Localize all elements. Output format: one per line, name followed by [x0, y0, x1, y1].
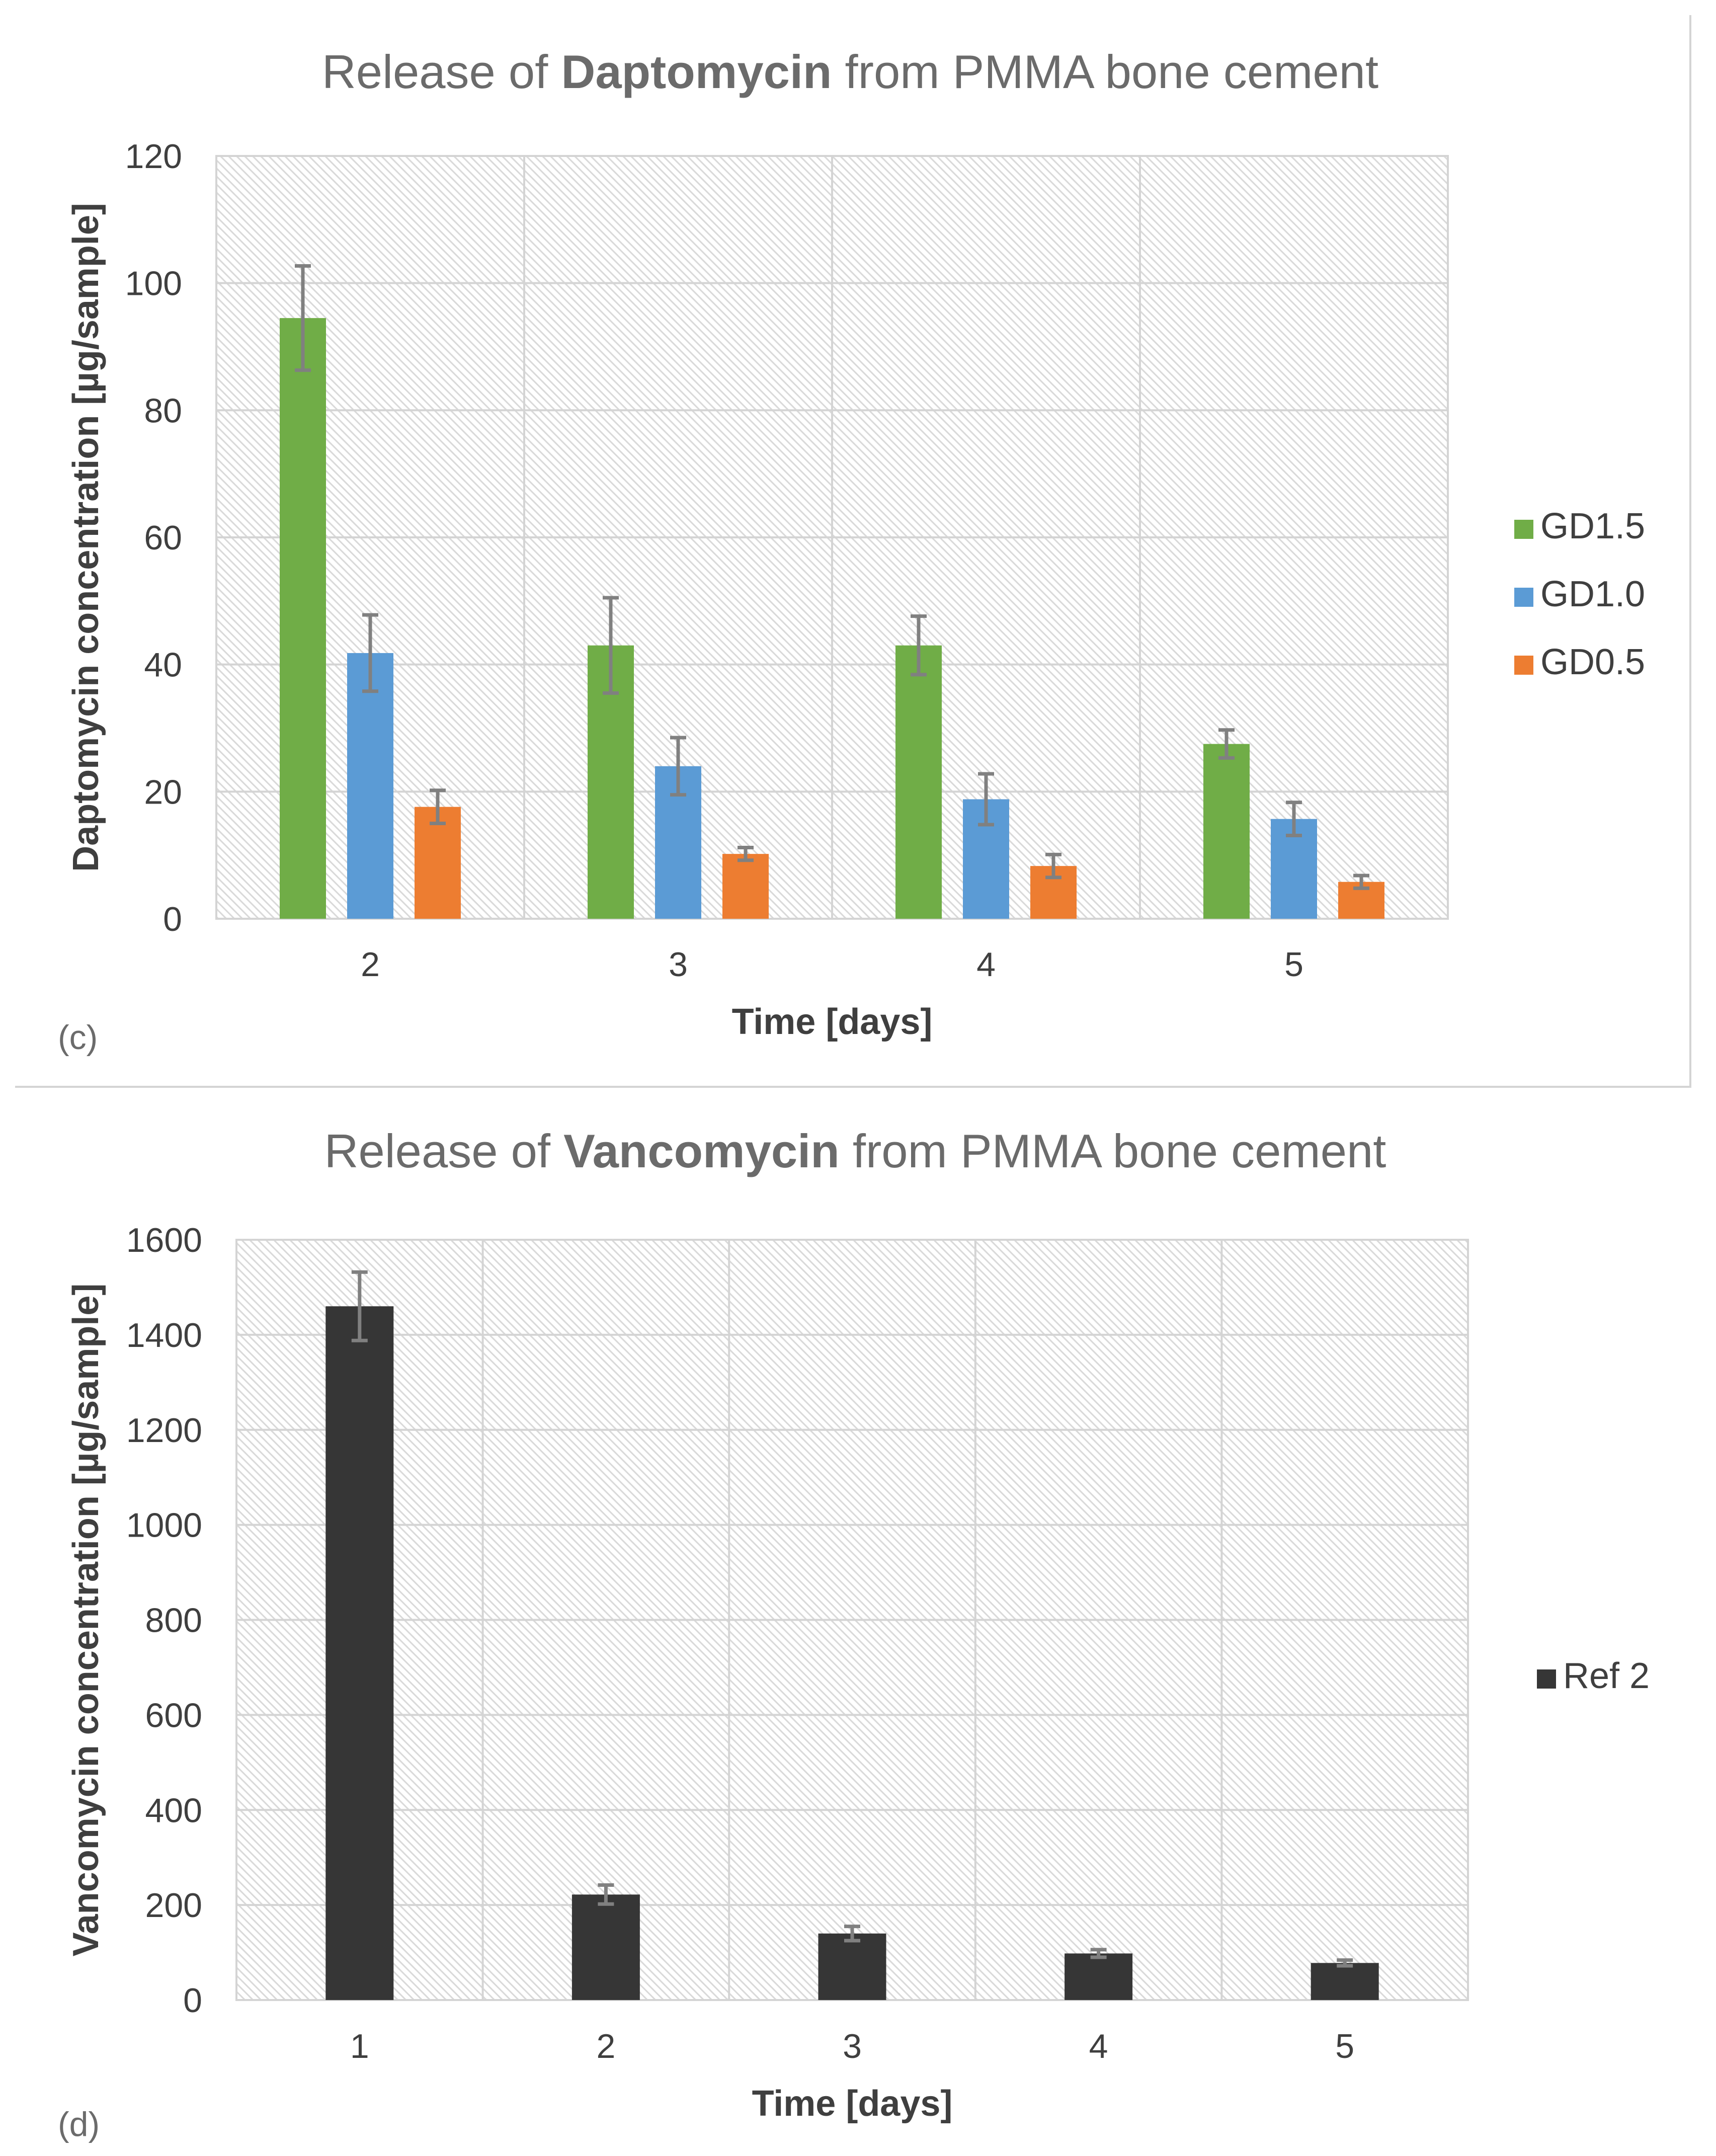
vancomycin-chart: Release of Vancomycin from PMMA bone cem…: [58, 1125, 1650, 2143]
y-axis-label: Vancomycin concentration [µg/sample]: [66, 1284, 106, 1957]
y-tick-label: 80: [144, 391, 182, 430]
chart-title-suffix: from PMMA bone cement: [840, 1125, 1386, 1177]
legend-swatch: [1514, 520, 1533, 539]
bar-ref-2-2: [571, 1894, 640, 2000]
y-tick-label: 120: [125, 137, 182, 176]
legend-label: GD1.0: [1540, 574, 1645, 614]
y-tick-label: 200: [145, 1886, 202, 1925]
bar-gd1-5-2: [280, 318, 326, 919]
bar-gd1-5-4: [895, 645, 942, 919]
y-tick-label: 600: [145, 1696, 202, 1734]
x-tick-label: 3: [669, 945, 688, 984]
x-tick-label: 5: [1284, 945, 1303, 984]
bar-ref-2-4: [1065, 1953, 1133, 2000]
x-axis-label: Time [days]: [752, 2084, 953, 2124]
panel-label: (d): [58, 2105, 100, 2143]
x-tick-label: 1: [350, 2027, 369, 2065]
x-tick-label: 2: [596, 2027, 615, 2065]
y-tick-label: 800: [145, 1602, 202, 1640]
y-tick-label: 1600: [126, 1221, 202, 1259]
y-tick-label: 40: [144, 646, 182, 684]
y-tick-label: 0: [163, 900, 182, 938]
legend-label: GD1.5: [1540, 506, 1645, 546]
chart-title-prefix: Release of: [322, 45, 561, 98]
x-tick-label: 3: [843, 2027, 862, 2065]
bar-gd0-5-3: [722, 854, 769, 919]
y-axis-label: Daptomycin concentration [µg/sample]: [66, 203, 106, 872]
y-tick-label: 1400: [126, 1316, 202, 1354]
bar-gd0-5-2: [415, 807, 461, 919]
y-tick-label: 1000: [126, 1506, 202, 1545]
y-tick-label: 100: [125, 265, 182, 303]
bar-gd1-5-5: [1203, 744, 1250, 919]
x-tick-label: 4: [1089, 2027, 1108, 2065]
panel-c-border: [15, 15, 1691, 1088]
x-tick-label: 4: [976, 945, 996, 984]
bar-gd1-0-2: [347, 653, 393, 919]
chart-title-prefix: Release of: [324, 1125, 564, 1177]
chart-title: Release of Daptomycin from PMMA bone cem…: [322, 45, 1378, 98]
bar-ref-2-3: [818, 1933, 886, 2000]
legend-label: Ref 2: [1563, 1656, 1650, 1696]
panel-label: (c): [58, 1018, 98, 1057]
y-tick-label: 20: [144, 773, 182, 811]
chart-title-drug: Vancomycin: [563, 1125, 840, 1177]
legend-swatch: [1537, 1669, 1556, 1689]
chart-title: Release of Vancomycin from PMMA bone cem…: [324, 1125, 1386, 1177]
legend-label: GD0.5: [1540, 642, 1645, 682]
y-tick-label: 400: [145, 1791, 202, 1829]
y-tick-label: 1200: [126, 1411, 202, 1450]
y-tick-label: 60: [144, 519, 182, 557]
legend-swatch: [1514, 588, 1533, 607]
daptomycin-chart: Release of Daptomycin from PMMA bone cem…: [58, 45, 1645, 1057]
bar-ref-2-1: [325, 1306, 394, 2000]
bar-ref-2-5: [1311, 1963, 1379, 2000]
x-tick-label: 5: [1335, 2027, 1354, 2065]
x-axis-label: Time [days]: [732, 1002, 933, 1042]
x-tick-label: 2: [361, 945, 380, 984]
y-tick-label: 0: [183, 1981, 202, 2020]
legend-swatch: [1514, 656, 1533, 675]
chart-title-suffix: from PMMA bone cement: [832, 45, 1378, 98]
chart-title-drug: Daptomycin: [561, 45, 832, 98]
